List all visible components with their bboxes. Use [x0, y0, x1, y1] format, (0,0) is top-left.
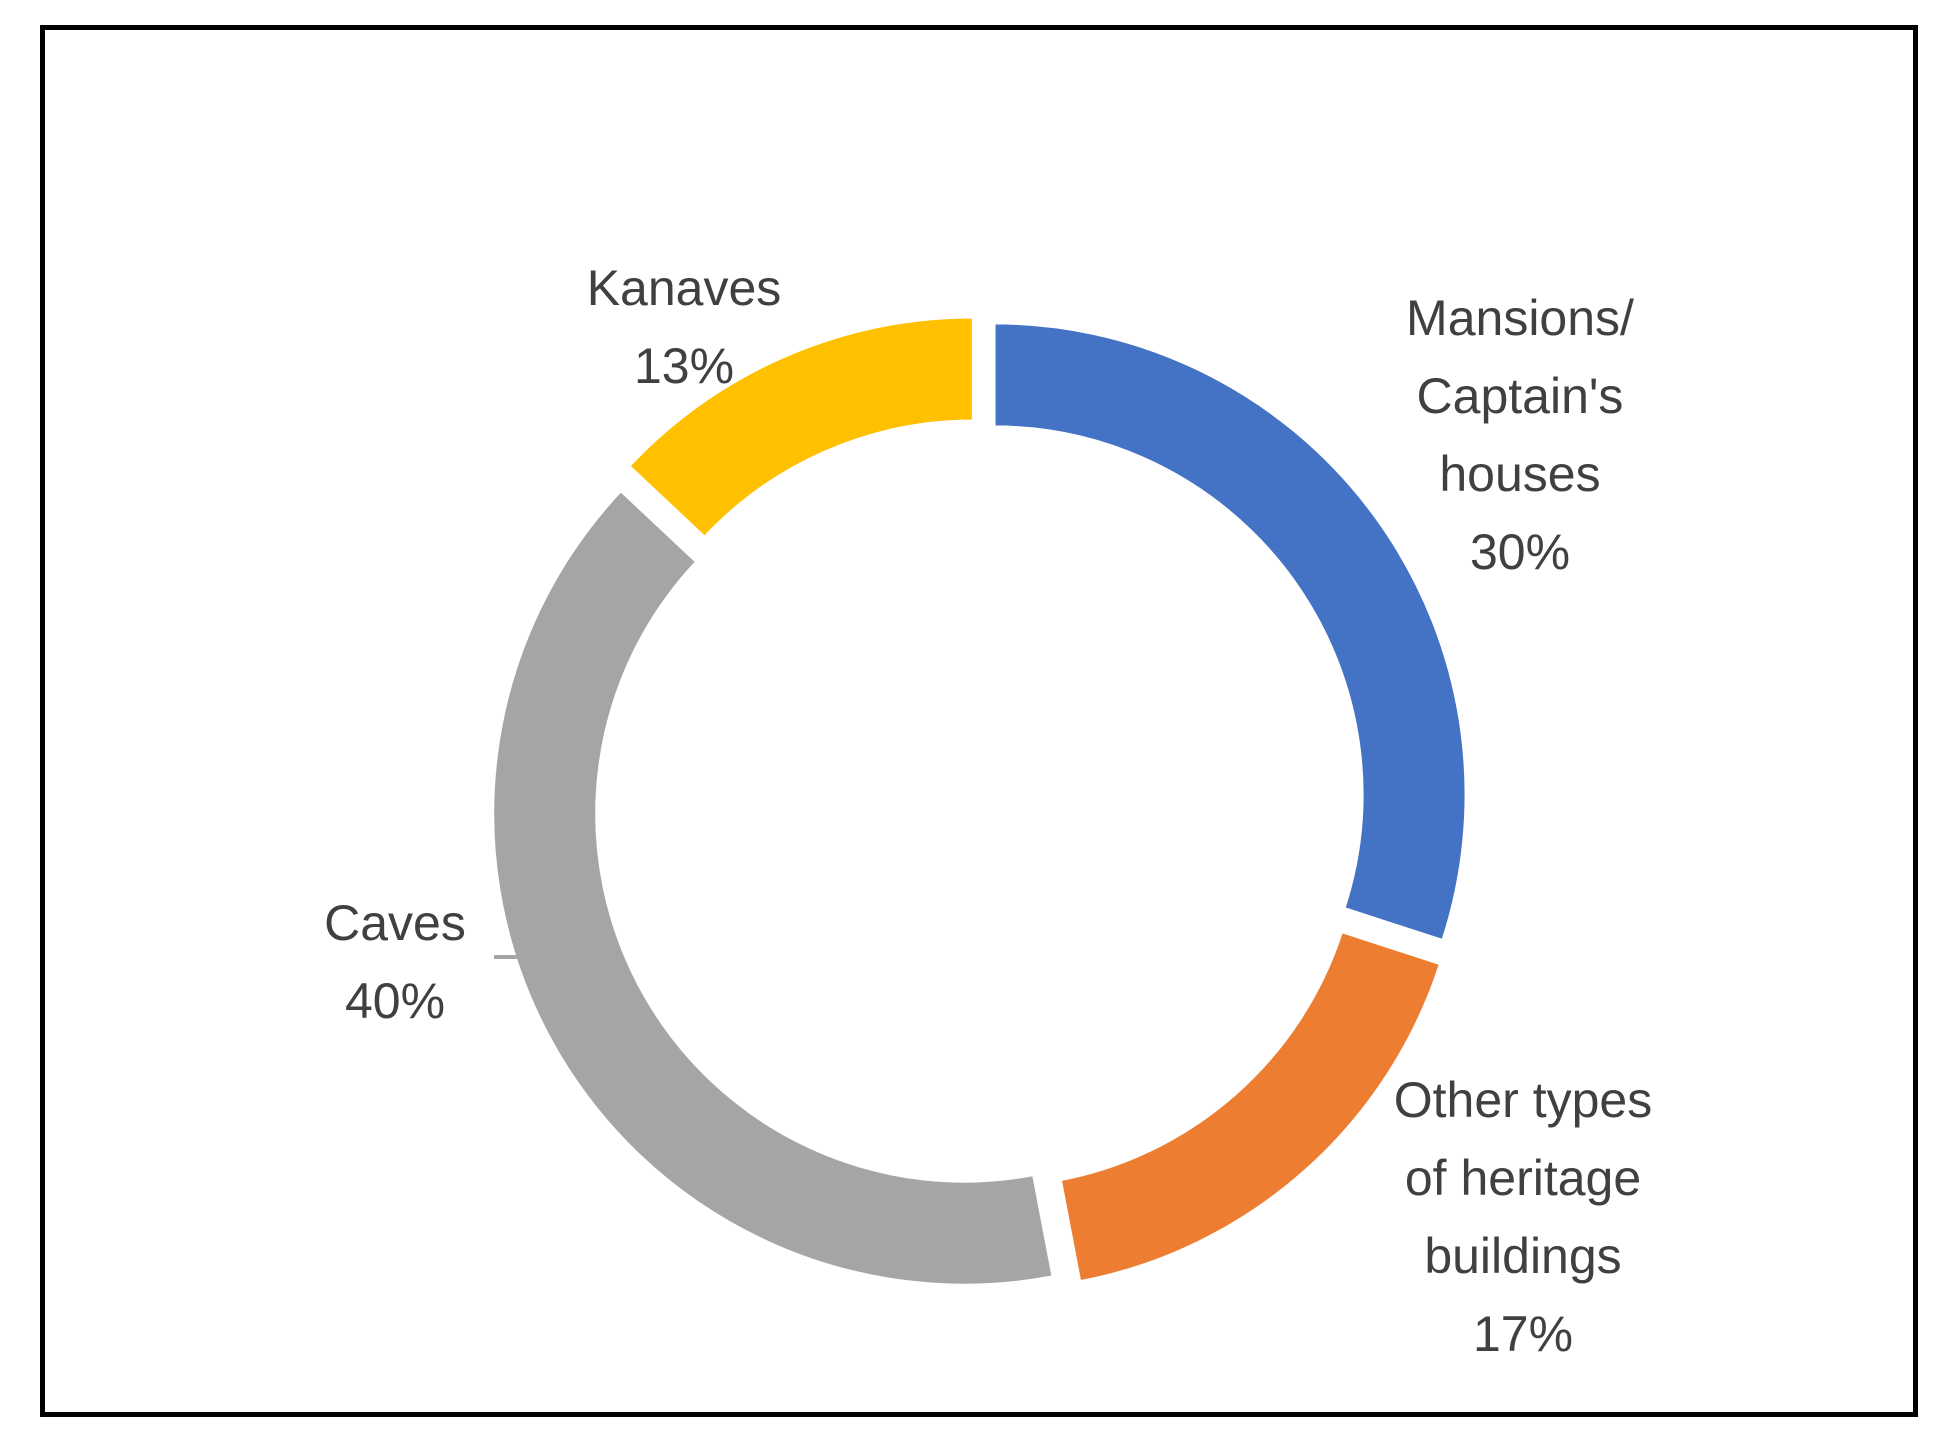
data-label-value: 30%: [1470, 524, 1570, 580]
slices-layer: [492, 316, 1467, 1286]
data-label-value: 13%: [634, 338, 734, 394]
data-label-text: Caves: [324, 895, 466, 951]
labels-layer: Mansions/Captain's houses 30% Other types of…: [324, 260, 1652, 1362]
slice-caves: [492, 489, 1054, 1286]
data-label-caves: Caves 40%: [324, 895, 466, 1029]
data-label-text: houses: [1439, 446, 1600, 502]
slice-other-types-of-heritage-buildings: [1059, 930, 1442, 1283]
data-label-value: 17%: [1473, 1306, 1573, 1362]
data-label-text: Other types: [1394, 1072, 1652, 1128]
data-label-text: Mansions/: [1406, 290, 1634, 346]
data-label-other-types-of-heritage-buildings: Other types of heritage buildings 17%: [1394, 1072, 1652, 1362]
slice-kanaves: [628, 316, 974, 538]
data-label-kanaves: Kanaves 13%: [587, 260, 782, 394]
data-label-text: of heritage: [1405, 1150, 1641, 1206]
data-label-text: Captain's: [1417, 368, 1624, 424]
data-label-text: Kanaves: [587, 260, 782, 316]
data-label-mansions-captain-s-houses: Mansions/Captain's houses 30%: [1406, 290, 1634, 580]
data-label-text: buildings: [1424, 1228, 1621, 1284]
data-label-value: 40%: [345, 973, 445, 1029]
slice-mansions-captain-s-houses: [993, 322, 1467, 942]
